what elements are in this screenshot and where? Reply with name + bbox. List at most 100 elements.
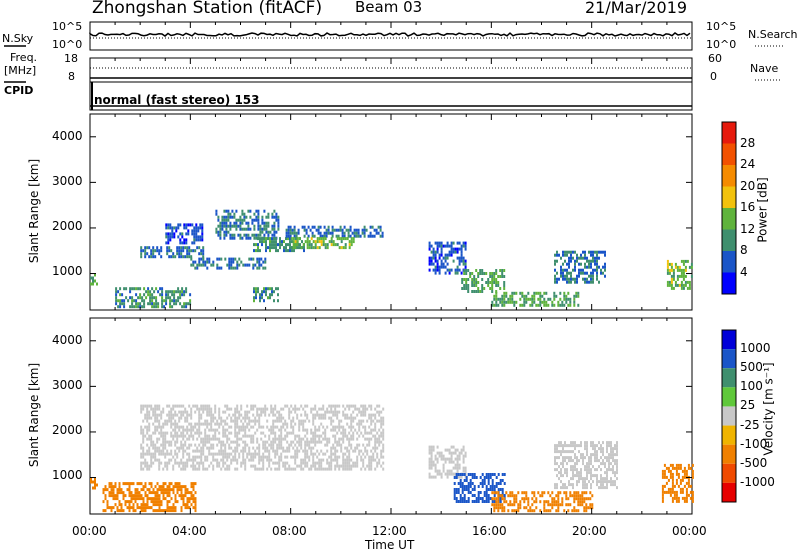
- velocity-cell: [186, 497, 189, 501]
- power-cell: [259, 240, 261, 244]
- velocity-cell: [509, 491, 512, 495]
- velocity-cell: [304, 461, 307, 465]
- power-cell: [450, 268, 453, 272]
- power-ylabel: Slant Range [km]: [27, 158, 42, 264]
- velocity-cell: [493, 506, 496, 510]
- velocity-cell: [364, 446, 367, 450]
- velocity-cell: [234, 452, 237, 456]
- velocity-cell: [158, 425, 161, 429]
- velocity-cell: [368, 431, 371, 435]
- power-cell: [521, 294, 524, 298]
- velocity-cell: [557, 500, 560, 504]
- velocity-cell: [188, 500, 191, 504]
- velocity-cell: [252, 407, 255, 411]
- velocity-cell: [142, 449, 145, 453]
- velocity-cell: [575, 497, 578, 501]
- velocity-cell: [322, 425, 325, 429]
- velocity-cell: [182, 404, 185, 408]
- velocity-cell: [667, 466, 670, 470]
- velocity-cell: [306, 428, 309, 432]
- velocity-cell: [590, 477, 592, 481]
- power-cell: [535, 291, 538, 295]
- velocity-cell: [178, 425, 181, 429]
- vel-ytick-1000: 1000: [52, 468, 83, 482]
- velocity-cell: [166, 440, 169, 444]
- power-cell: [569, 297, 572, 301]
- velocity-cell: [262, 458, 265, 462]
- velocity-cell: [533, 491, 536, 495]
- velocity-cell: [671, 478, 674, 482]
- velocity-cell: [222, 455, 225, 459]
- velocity-cell: [238, 410, 241, 414]
- power-cell: [289, 243, 291, 247]
- power-cell: [325, 231, 328, 235]
- velocity-cell: [196, 431, 199, 435]
- velocity-cell: [236, 449, 239, 453]
- velocity-cell: [266, 407, 269, 411]
- velocity-cell: [152, 497, 155, 501]
- velocity-cell: [330, 461, 333, 465]
- power-cell: [560, 271, 562, 275]
- velocity-cell: [606, 450, 608, 454]
- velocity-cell: [244, 413, 247, 417]
- velocity-cell: [616, 462, 618, 466]
- power-cell: [178, 255, 181, 259]
- velocity-cell: [661, 490, 664, 494]
- velocity-cell: [218, 425, 221, 429]
- velocity-cell: [374, 446, 377, 450]
- power-cell: [563, 291, 566, 295]
- velocity-cell: [467, 488, 470, 491]
- velocity-cell: [667, 490, 670, 494]
- power-cell: [202, 255, 205, 259]
- power-cell: [586, 280, 588, 284]
- velocity-cell: [246, 425, 249, 429]
- power-cell: [554, 277, 556, 281]
- velocity-cell: [456, 454, 459, 458]
- velocity-cell: [589, 497, 592, 501]
- velocity-cell: [691, 490, 694, 494]
- velocity-cell: [102, 500, 105, 504]
- velocity-cell: [580, 456, 582, 460]
- velocity-cell: [170, 413, 173, 417]
- velocity-cell: [436, 457, 439, 461]
- velocity-cell: [350, 464, 353, 468]
- power-cell: [226, 263, 229, 267]
- power-cell: [560, 268, 562, 272]
- velocity-cell: [487, 473, 490, 476]
- power-cell: [554, 280, 556, 284]
- velocity-cell: [444, 457, 447, 461]
- velocity-cell: [252, 434, 255, 438]
- power-cell: [450, 241, 453, 245]
- velocity-cell: [230, 458, 233, 462]
- velocity-cell: [242, 452, 245, 456]
- velocity-cell: [556, 456, 558, 460]
- power-cell: [149, 290, 152, 294]
- power-cell: [428, 259, 431, 263]
- power-cell: [239, 221, 242, 225]
- velocity-cell: [374, 413, 377, 417]
- velocity-cell: [600, 474, 602, 478]
- velocity-cell: [176, 440, 179, 444]
- velocity-cell: [150, 443, 153, 447]
- power-cell: [293, 249, 295, 253]
- colorbar-tick: -1000: [740, 474, 775, 489]
- power-cell: [117, 305, 120, 309]
- velocity-cell: [152, 413, 155, 417]
- power-cell: [576, 253, 578, 257]
- velocity-cell: [186, 461, 189, 465]
- velocity-cell: [314, 416, 317, 420]
- velocity-cell: [671, 484, 674, 488]
- velocity-cell: [210, 416, 213, 420]
- velocity-cell: [677, 496, 680, 500]
- power-cell: [281, 240, 283, 244]
- power-cell: [252, 266, 255, 270]
- velocity-cell: [554, 456, 556, 460]
- power-cell: [509, 300, 512, 304]
- power-cell: [553, 303, 556, 307]
- power-cell: [216, 266, 219, 270]
- velocity-cell: [274, 404, 277, 408]
- power-cell: [568, 265, 570, 269]
- velocity-cell: [158, 446, 161, 450]
- velocity-cell: [214, 431, 217, 435]
- power-cell: [145, 290, 148, 294]
